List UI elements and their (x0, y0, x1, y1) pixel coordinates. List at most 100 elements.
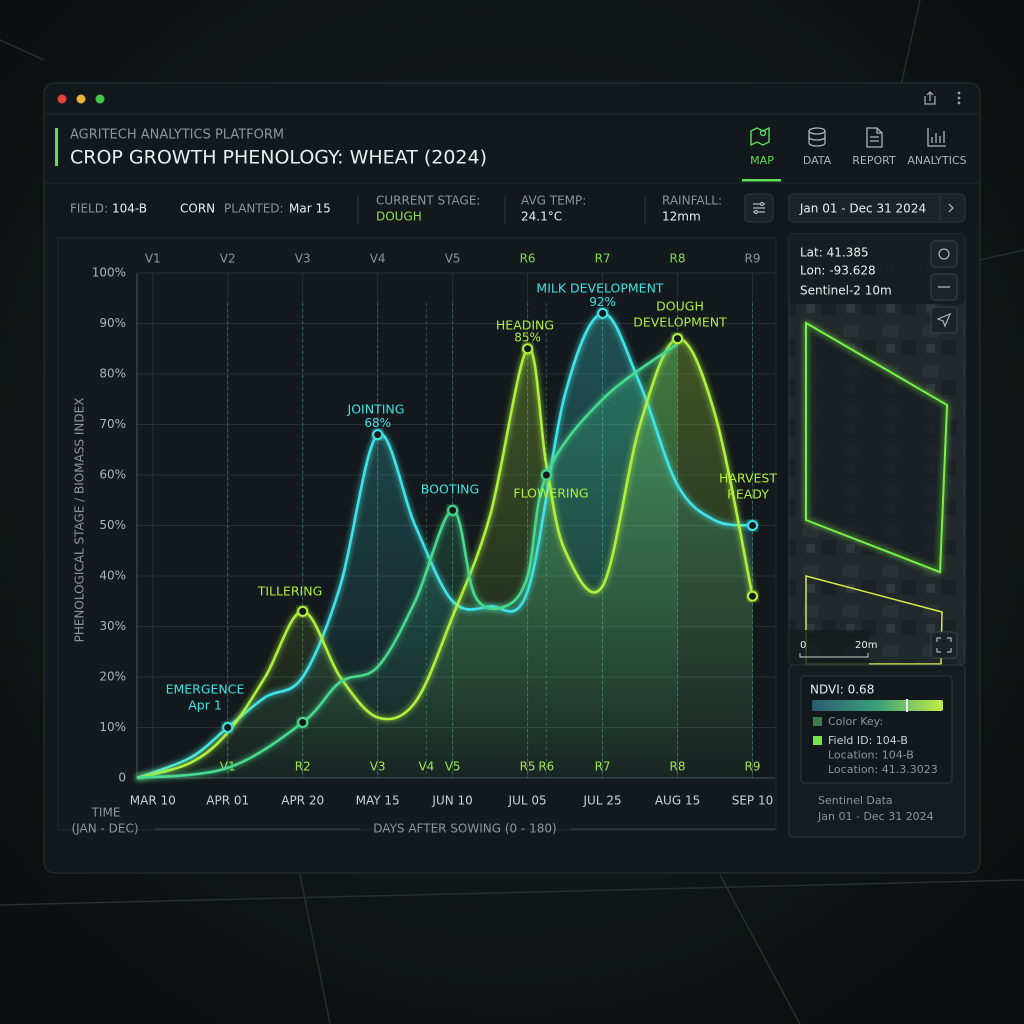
nav-item[interactable]: REPORT (852, 154, 896, 167)
annotation: READY (727, 487, 769, 502)
stage-top-label: V1 (145, 252, 161, 266)
locate-icon (938, 248, 950, 260)
temp-value: 24.1°C (521, 210, 562, 224)
menu-button[interactable] (957, 91, 961, 105)
stage-top-label: V5 (445, 252, 461, 266)
locate-button[interactable] (930, 240, 958, 268)
field-label: FIELD: (70, 202, 108, 216)
series-line (136, 312, 753, 780)
value-label: 68% (364, 416, 391, 430)
latitude: Lat: 41.385 (800, 246, 869, 260)
data-point (222, 722, 234, 733)
series-area (137, 343, 678, 778)
x-tick-label: JUL 25 (583, 794, 622, 808)
value-label: 92% (589, 295, 616, 309)
annotation-detail: Apr 1 (188, 698, 222, 713)
filter-icon (753, 201, 765, 215)
x-tick-label: APR 01 (206, 794, 249, 808)
time-label: TIME (91, 806, 121, 820)
close-button[interactable] (57, 94, 67, 104)
y-tick-label: 90% (99, 316, 126, 330)
data-point (597, 307, 609, 319)
report-icon (866, 127, 883, 148)
time-label: (JAN - DEC) (71, 822, 138, 836)
navigate-button[interactable] (930, 306, 958, 334)
stage-top-label: V2 (220, 252, 236, 266)
annotation: TILLERING (257, 584, 323, 599)
y-axis-label: PHENOLOGICAL STAGE / BIOMASS INDEX (73, 398, 87, 643)
y-tick-label: 30% (99, 619, 126, 633)
y-tick-label: 70% (99, 417, 126, 431)
x-tick-label: MAY 15 (356, 794, 400, 808)
x-tick-label: JUL 05 (508, 794, 547, 808)
data-point (372, 429, 384, 441)
data-icon (808, 127, 826, 147)
footer-range: Jan 01 - Dec 31 2024 (817, 810, 934, 823)
share-button[interactable] (924, 91, 936, 105)
field-swatch (813, 736, 822, 745)
data-point (540, 469, 552, 481)
title-accent (55, 128, 58, 166)
rain-value: 12mm (662, 210, 701, 224)
expand-button[interactable] (930, 631, 958, 659)
y-tick-label: 60% (99, 468, 126, 482)
ndvi-indicator (906, 699, 908, 712)
maximize-button[interactable] (95, 94, 105, 104)
y-tick-label: 50% (99, 518, 126, 532)
y-tick-label: 20% (99, 670, 126, 684)
y-tick-label: 0 (118, 771, 126, 785)
y-tick-label: 80% (99, 367, 126, 381)
stage-label: CURRENT STAGE: (376, 194, 480, 208)
x-tick-label: AUG 15 (655, 794, 700, 808)
scale-bar (799, 653, 869, 658)
stage-top-label: R6 (520, 252, 536, 266)
map-icon (750, 126, 770, 147)
analytics-icon (927, 128, 946, 147)
data-point (297, 605, 309, 617)
stage-top-label: V4 (370, 252, 386, 266)
annotation: EMERGENCE (166, 682, 245, 697)
key-swatch (813, 717, 822, 726)
stage-top-label: R9 (745, 252, 761, 266)
data-point (522, 343, 534, 355)
expand-icon (936, 637, 952, 653)
x-tick-label: JUN 10 (431, 794, 472, 808)
scale-end: 20m (855, 640, 877, 651)
annotation: HARVEST (719, 471, 777, 486)
temp-label: AVG TEMP: (521, 194, 586, 208)
title: CROP GROWTH PHENOLOGY: WHEAT (2024) (70, 147, 487, 169)
annotation: DEVELOPMENT (633, 315, 727, 330)
nav-item[interactable]: DATA (803, 154, 832, 167)
annotation: MILK DEVELOPMENT (536, 281, 664, 296)
annotation: DOUGH (656, 299, 704, 314)
field-value: 104-B (112, 202, 147, 216)
field-boundary[interactable] (805, 321, 949, 574)
y-tick-label: 40% (99, 569, 126, 583)
planted-value: Mar 15 (289, 202, 331, 216)
ndvi-title: NDVI: 0.68 (810, 683, 874, 697)
data-point (447, 504, 459, 516)
x-tick-label: MAR 10 (130, 794, 176, 808)
x-tick-label: SEP 10 (732, 794, 774, 808)
nav-active-indicator (742, 179, 781, 182)
color-key-label: Color Key: (828, 715, 883, 728)
ndvi-scale (812, 700, 943, 711)
ndvi-item: Location: 41.3.3023 (828, 763, 938, 776)
scale-backdrop (789, 630, 869, 665)
annotation: JOINTING (347, 402, 405, 417)
nav-item[interactable]: MAP (750, 154, 774, 167)
stage-top-label: R8 (670, 252, 686, 266)
date-range-button[interactable] (788, 193, 966, 223)
minimize-button[interactable] (76, 94, 86, 104)
stage-value: DOUGH (376, 210, 422, 224)
x-axis-label: DAYS AFTER SOWING (0 - 180) (373, 822, 556, 836)
data-point (672, 333, 684, 345)
longitude: Lon: -93.628 (800, 264, 876, 278)
map-info-backdrop (789, 234, 965, 304)
nav-item[interactable]: ANALYTICS (907, 154, 966, 167)
date-next-icon[interactable] (948, 203, 954, 213)
annotation: BOOTING (421, 482, 479, 497)
planted-label: PLANTED: (224, 202, 284, 216)
